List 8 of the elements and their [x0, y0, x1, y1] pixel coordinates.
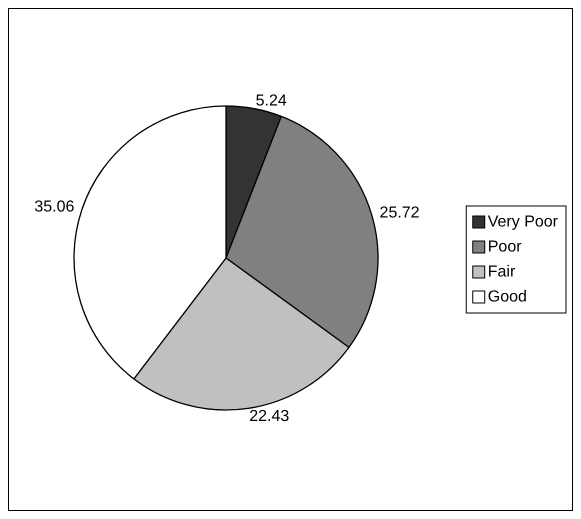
legend-label: Very Poor — [488, 214, 559, 230]
data-label: 35.06 — [34, 198, 74, 216]
legend-label: Poor — [488, 238, 522, 256]
data-label: 25.72 — [380, 204, 420, 222]
data-label: 22.43 — [249, 408, 290, 425]
legend-label: Fair — [488, 264, 516, 280]
data-label: 5.24 — [256, 92, 287, 110]
legend-label: Good — [488, 288, 527, 306]
